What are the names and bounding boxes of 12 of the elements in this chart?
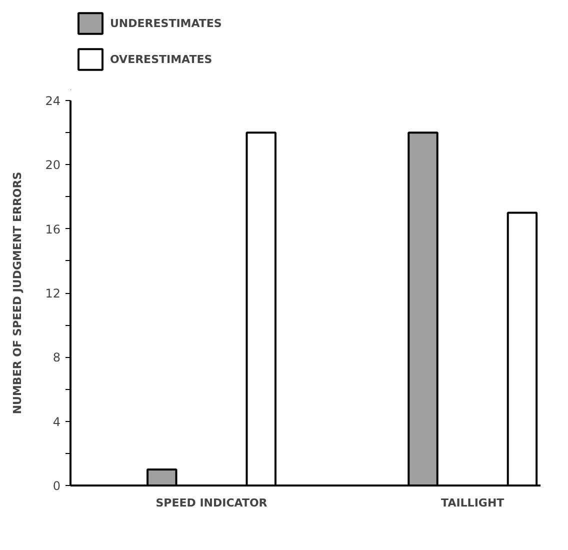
x-tick-label: TAILLIGHT <box>441 496 505 510</box>
y-tick-label: 4 <box>52 414 61 429</box>
y-tick-label: 24 <box>45 94 61 108</box>
legend-label: OVERESTIMATES <box>110 52 212 66</box>
legend-label: UNDERESTIMATES <box>110 16 222 30</box>
y-tick-label: 12 <box>45 286 61 300</box>
x-tick-label: SPEED INDICATOR <box>156 496 268 510</box>
y-tick-label: 8 <box>52 350 61 365</box>
y-tick-label: 20 <box>45 158 61 172</box>
y-tick-label: 0 <box>52 479 61 493</box>
y-tick-label: 16 <box>45 222 61 236</box>
y-axis-title: NUMBER OF SPEED JUDGMENT ERRORS <box>11 172 24 414</box>
